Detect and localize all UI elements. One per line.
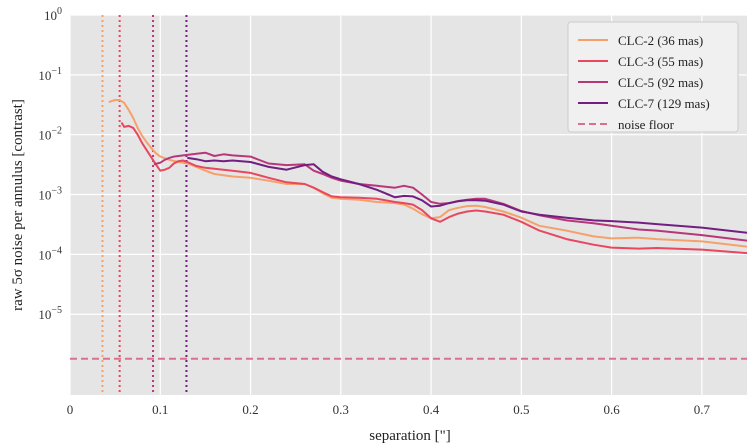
legend-label: noise floor bbox=[618, 117, 675, 132]
y-tick-label: 10−5 bbox=[38, 305, 62, 322]
series-line bbox=[108, 99, 747, 248]
x-tick-labels: 0 0.1 0.2 0.3 0.4 0.5 0.6 0.7 bbox=[67, 402, 711, 417]
x-tick-label: 0.2 bbox=[242, 402, 258, 417]
legend-box bbox=[567, 21, 739, 133]
x-axis-label: separation ["] bbox=[369, 428, 451, 444]
y-tick-labels: 100 10−1 10−2 10−3 10−4 10−5 bbox=[38, 6, 62, 322]
x-tick-label: 0.3 bbox=[333, 402, 349, 417]
vertical-markers bbox=[101, 15, 188, 395]
x-tick-label: 0.5 bbox=[513, 402, 529, 417]
series-line bbox=[120, 121, 747, 255]
legend-items: CLC-2 (36 mas) CLC-3 (55 mas) CLC-5 (92 ma… bbox=[578, 33, 710, 132]
y-tick-label: 10−3 bbox=[38, 186, 62, 203]
x-tick-label: 0.4 bbox=[423, 402, 440, 417]
y-tick-label: 10−2 bbox=[38, 126, 62, 143]
y-tick-label: 10−4 bbox=[38, 245, 62, 262]
series-lines bbox=[70, 99, 747, 360]
legend-label: CLC-5 (92 mas) bbox=[618, 75, 703, 90]
series-line bbox=[187, 156, 747, 234]
legend-label: CLC-7 (129 mas) bbox=[618, 96, 710, 111]
x-tick-label: 0.7 bbox=[694, 402, 711, 417]
legend: CLC-2 (36 mas) CLC-3 (55 mas) CLC-5 (92 ma… bbox=[567, 21, 739, 133]
legend-label: CLC-2 (36 mas) bbox=[618, 33, 703, 48]
x-tick-label: 0.6 bbox=[603, 402, 620, 417]
x-tick-label: 0.1 bbox=[152, 402, 168, 417]
legend-label: CLC-3 (55 mas) bbox=[618, 54, 703, 69]
x-tick-label: 0 bbox=[67, 402, 74, 417]
y-tick-label: 10−1 bbox=[38, 66, 62, 83]
y-tick-label: 100 bbox=[44, 6, 62, 23]
y-axis-label: raw 5σ noise per annulus [contrast] bbox=[10, 99, 26, 311]
